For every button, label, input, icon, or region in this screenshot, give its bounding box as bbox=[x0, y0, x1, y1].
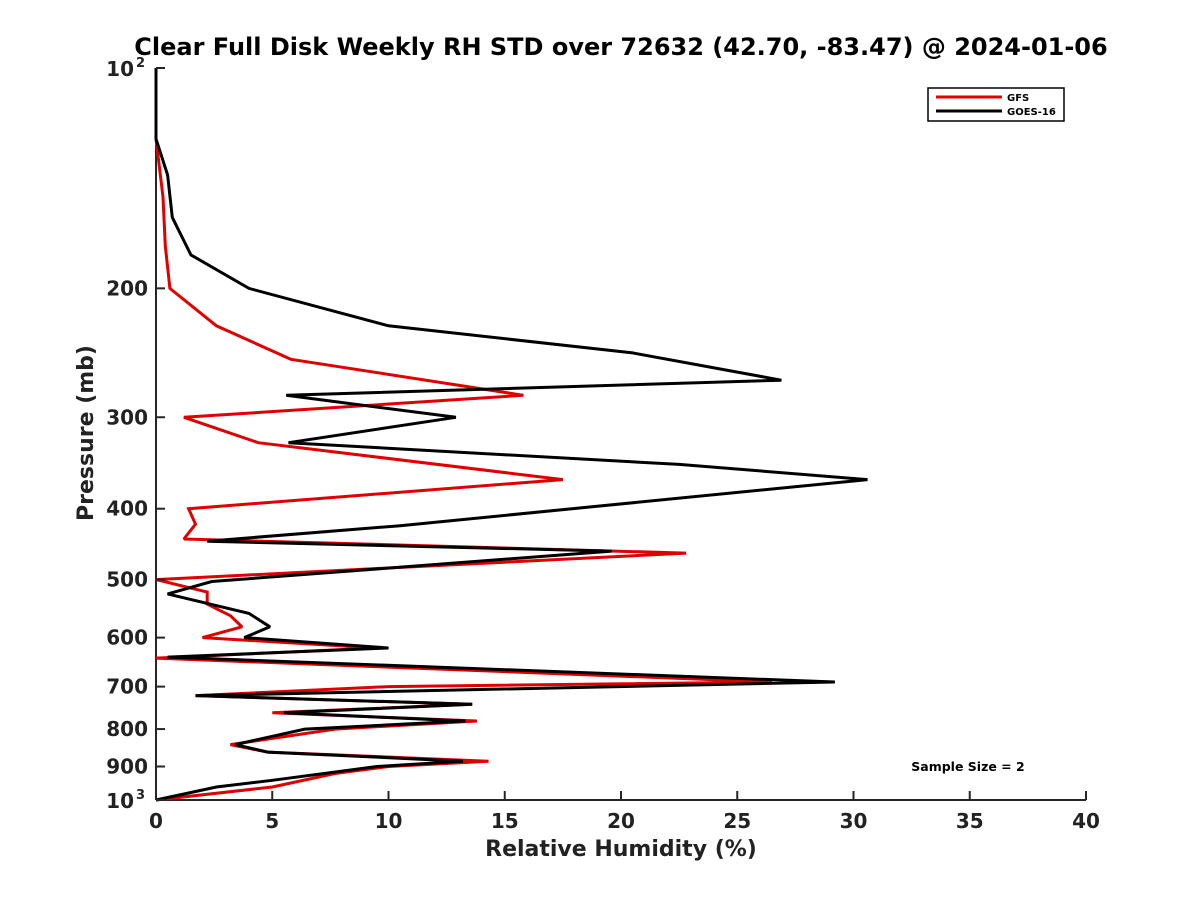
y-tick-label: 200 bbox=[106, 276, 148, 300]
x-axis-ticks: 0 5 10 15 20 25 30 35 40 bbox=[149, 791, 1100, 833]
x-tick-label: 10 bbox=[375, 809, 403, 833]
x-tick-label: 15 bbox=[491, 809, 519, 833]
sample-size-annotation: Sample Size = 2 bbox=[911, 759, 1024, 774]
series-line-goes-16 bbox=[154, 68, 868, 802]
y-tick-label: 900 bbox=[106, 755, 148, 779]
legend-box bbox=[927, 87, 1065, 122]
y-tick-label: 400 bbox=[106, 497, 148, 521]
x-tick-label: 40 bbox=[1072, 809, 1100, 833]
y-tick-exponent: 2 bbox=[136, 56, 145, 71]
y-axis-label: Pressure (mb) bbox=[74, 345, 99, 521]
x-tick-label: 20 bbox=[607, 809, 635, 833]
legend: GFS GOES-16 bbox=[927, 87, 1065, 122]
series-layer bbox=[154, 68, 868, 802]
x-tick-label: 35 bbox=[956, 809, 984, 833]
y-tick-label: 700 bbox=[106, 675, 148, 699]
legend-label-goes-16: GOES-16 bbox=[1007, 107, 1056, 118]
y-tick-label: 300 bbox=[106, 405, 148, 429]
y-tick-label: 10 bbox=[106, 789, 134, 813]
x-tick-label: 5 bbox=[265, 809, 279, 833]
y-tick-label: 800 bbox=[106, 717, 148, 741]
chart-title: Clear Full Disk Weekly RH STD over 72632… bbox=[134, 33, 1107, 61]
x-tick-label: 0 bbox=[149, 809, 163, 833]
legend-label-gfs: GFS bbox=[1007, 93, 1029, 104]
x-tick-label: 25 bbox=[723, 809, 751, 833]
series-line-gfs bbox=[154, 68, 773, 802]
x-axis-label: Relative Humidity (%) bbox=[485, 837, 757, 862]
y-tick-label: 600 bbox=[106, 626, 148, 650]
y-tick-label: 500 bbox=[106, 568, 148, 592]
y-tick-label: 10 bbox=[106, 57, 134, 81]
y-tick-exponent: 3 bbox=[136, 788, 145, 803]
x-tick-label: 30 bbox=[840, 809, 868, 833]
